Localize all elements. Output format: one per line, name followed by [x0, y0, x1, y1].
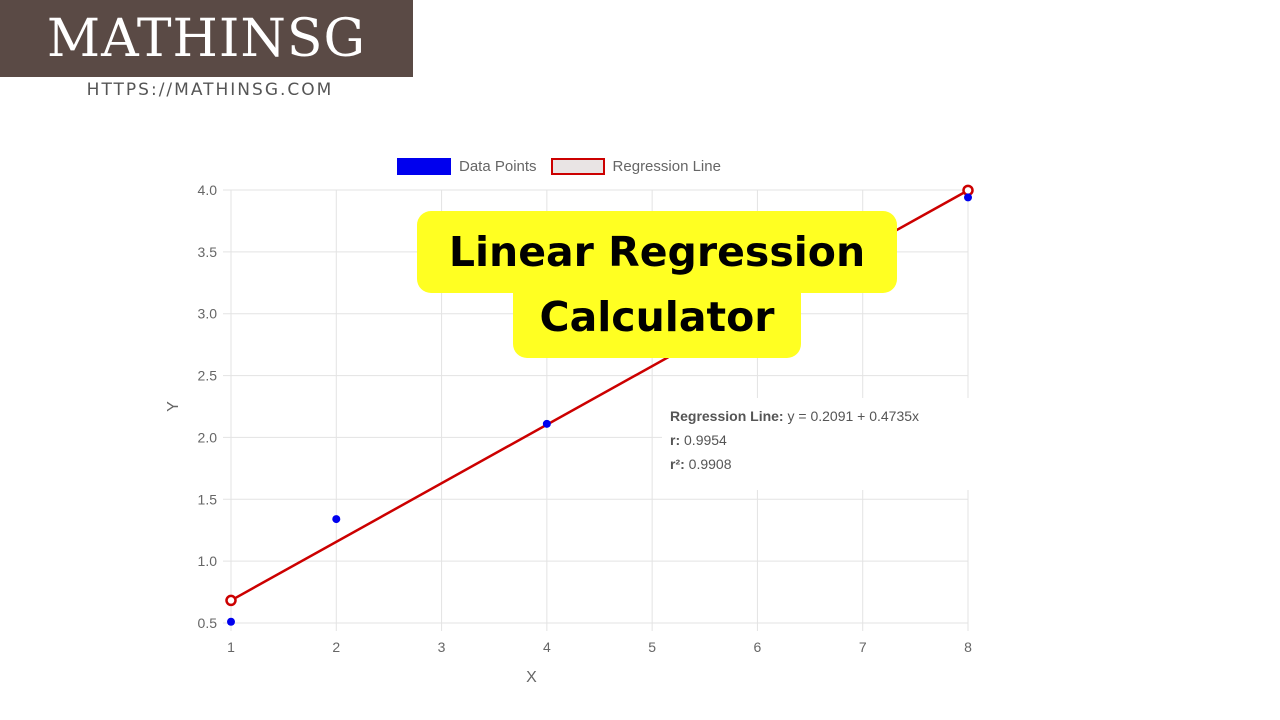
y-tick-label: 3.0 [198, 306, 218, 322]
y-tick-label: 3.5 [198, 244, 218, 260]
x-tick-label: 1 [227, 639, 235, 655]
data-point [227, 617, 235, 626]
data-point [964, 193, 972, 202]
y-tick-label: 0.5 [198, 615, 218, 631]
x-tick-label: 7 [859, 639, 867, 655]
regression-line-endpoint [225, 594, 237, 607]
brand-url: HTTPS://MATHINSG.COM [86, 80, 334, 100]
x-tick-label: 3 [438, 639, 446, 655]
y-tick-label: 2.5 [198, 368, 218, 384]
legend-item-regression-line[interactable]: Regression Line [550, 158, 721, 175]
x-tick-label: 4 [543, 639, 551, 655]
stats-regression-value: y = 0.2091 + 0.4735x [787, 408, 920, 424]
legend-label-regression-line: Regression Line [612, 158, 721, 175]
stats-r2-row: r²: 0.9908 [670, 452, 962, 476]
y-axis-label: Y [165, 401, 182, 412]
x-tick-label: 5 [648, 639, 656, 655]
legend-swatch-regression-line [550, 158, 605, 175]
brand-logo: MATHINSG [0, 0, 413, 77]
stats-r-label: r: [670, 432, 681, 448]
stats-r2-value: 0.9908 [688, 456, 732, 472]
chart-legend: Data Points Regression Line [397, 158, 735, 175]
y-tick-label: 4.0 [198, 182, 218, 198]
y-tick-label: 2.0 [198, 429, 218, 445]
regression-stats: Regression Line: y = 0.2091 + 0.4735x r:… [662, 398, 970, 490]
stats-regression-row: Regression Line: y = 0.2091 + 0.4735x [670, 404, 962, 428]
data-point [332, 515, 341, 524]
x-tick-label: 2 [332, 639, 340, 655]
y-tick-label: 1.0 [198, 553, 218, 569]
legend-swatch-data-points [397, 158, 451, 175]
data-point [542, 419, 551, 428]
stats-r2-label: r²: [670, 456, 685, 472]
stats-r-value: 0.9954 [684, 432, 727, 448]
x-tick-label: 8 [964, 639, 972, 655]
legend-item-data-points[interactable]: Data Points [397, 158, 537, 175]
y-tick-label: 1.5 [198, 491, 218, 507]
x-tick-label: 6 [754, 639, 762, 655]
x-axis-label: X [526, 669, 537, 686]
title-text-line2: Calculator [539, 293, 775, 341]
brand-name: MATHINSG [46, 8, 367, 69]
title-banner-line2: Calculator [513, 276, 801, 358]
legend-label-data-points: Data Points [459, 158, 537, 175]
title-text-line1: Linear Regression [448, 228, 866, 276]
stats-regression-label: Regression Line: [670, 408, 784, 424]
stats-r-row: r: 0.9954 [670, 428, 962, 452]
